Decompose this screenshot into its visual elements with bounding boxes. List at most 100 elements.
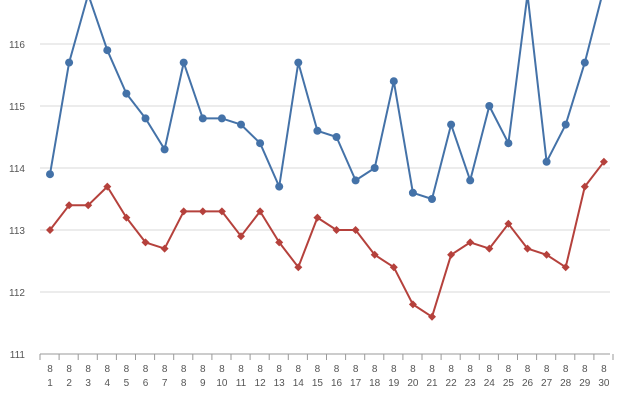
grid-lines <box>40 43 610 293</box>
x-tick-month-label: 8 <box>143 364 149 375</box>
x-tick-month-label: 8 <box>296 364 302 375</box>
x-tick-day-label: 9 <box>200 378 206 389</box>
x-tick-day-label: 30 <box>598 378 610 389</box>
data-point <box>122 213 131 222</box>
data-point <box>370 250 379 259</box>
data-point <box>237 232 245 241</box>
data-point <box>332 226 341 234</box>
data-point <box>65 201 74 210</box>
x-tick-month-label: 8 <box>257 364 263 375</box>
x-tick-day-label: 19 <box>388 378 400 389</box>
data-point <box>198 207 207 216</box>
data-point <box>389 263 398 272</box>
data-point <box>447 250 456 259</box>
data-point <box>294 263 303 272</box>
series-1 <box>46 0 602 203</box>
data-point <box>256 139 265 148</box>
x-tick-month-label: 8 <box>487 364 493 375</box>
data-point <box>141 114 150 123</box>
data-point <box>580 182 589 191</box>
x-tick-month-label: 8 <box>162 364 168 375</box>
x-tick-month-label: 8 <box>582 364 588 375</box>
x-tick-day-label: 13 <box>274 378 286 389</box>
data-point <box>542 157 551 166</box>
x-tick-month-label: 8 <box>105 364 111 375</box>
x-tick-day-label: 12 <box>255 378 267 389</box>
data-point <box>275 238 284 247</box>
series-2 <box>46 157 608 321</box>
data-point <box>504 219 513 228</box>
x-tick-day-label: 7 <box>162 378 168 389</box>
x-tick-month-label: 8 <box>66 364 72 375</box>
x-tick-month-label: 8 <box>315 364 321 375</box>
data-point <box>103 182 112 191</box>
x-tick-day-label: 3 <box>85 378 91 389</box>
series-group <box>46 0 608 321</box>
x-tick-day-label: 21 <box>426 378 438 389</box>
data-point <box>370 164 379 172</box>
x-tick-month-label: 8 <box>544 364 550 375</box>
data-point <box>65 58 74 67</box>
x-tick-day-label: 24 <box>484 378 496 389</box>
data-point <box>466 238 475 247</box>
data-point <box>84 201 93 210</box>
data-point <box>561 263 570 272</box>
data-point <box>217 207 226 216</box>
data-point <box>160 145 169 154</box>
y-tick-label: 112 <box>9 288 25 299</box>
x-tick-month-label: 8 <box>372 364 378 375</box>
x-tick-month-label: 8 <box>391 364 397 375</box>
data-point <box>46 226 54 234</box>
data-point <box>542 250 551 259</box>
x-tick-day-label: 4 <box>105 378 111 389</box>
x-tick-day-label: 6 <box>143 378 149 389</box>
x-tick-month-label: 8 <box>525 364 531 375</box>
x-tick-day-label: 25 <box>503 378 515 389</box>
y-tick-label: 114 <box>9 164 25 175</box>
x-tick-month-label: 8 <box>200 364 206 375</box>
data-point <box>103 46 112 55</box>
data-point <box>428 195 436 203</box>
y-axis-ticks: 111 112 113 114 115 116 <box>9 40 25 361</box>
x-tick-day-label: 27 <box>541 378 553 389</box>
x-tick-month-label: 8 <box>448 364 454 375</box>
x-tick-day-label: 10 <box>216 378 228 389</box>
y-tick-label: 113 <box>9 226 25 237</box>
x-axis-ticks: 8182838485868788898108118128138148158168… <box>47 364 610 389</box>
data-point <box>580 58 589 67</box>
data-point <box>351 176 360 185</box>
x-tick-month-label: 8 <box>47 364 53 375</box>
x-tick-month-label: 8 <box>429 364 435 375</box>
data-point <box>523 244 532 253</box>
x-tick-day-label: 18 <box>369 378 381 389</box>
x-tick-month-label: 8 <box>181 364 187 375</box>
x-tick-month-label: 8 <box>563 364 569 375</box>
data-point <box>198 114 207 123</box>
x-tick-day-label: 16 <box>331 378 343 389</box>
x-tick-day-label: 14 <box>293 378 305 389</box>
x-tick-day-label: 11 <box>236 378 247 389</box>
data-point <box>237 120 245 129</box>
x-tick-month-label: 8 <box>353 364 359 375</box>
data-point <box>122 89 131 98</box>
data-point <box>485 244 494 253</box>
x-tick-month-label: 8 <box>410 364 416 375</box>
x-tick-month-label: 8 <box>85 364 91 375</box>
y-tick-label: 116 <box>9 40 25 51</box>
series-line <box>49 0 602 200</box>
data-point <box>389 77 398 86</box>
data-point <box>313 213 322 222</box>
x-tick-day-label: 20 <box>407 378 419 389</box>
x-tick-day-label: 17 <box>350 378 362 389</box>
data-point <box>217 114 226 123</box>
x-tick-month-label: 8 <box>219 364 225 375</box>
x-tick-day-label: 5 <box>124 378 130 389</box>
x-tick-day-label: 23 <box>465 378 477 389</box>
data-point <box>256 207 265 216</box>
data-point <box>351 226 360 234</box>
data-point <box>141 238 150 247</box>
data-point <box>294 58 303 67</box>
series-line <box>49 161 605 318</box>
data-point <box>408 300 417 309</box>
